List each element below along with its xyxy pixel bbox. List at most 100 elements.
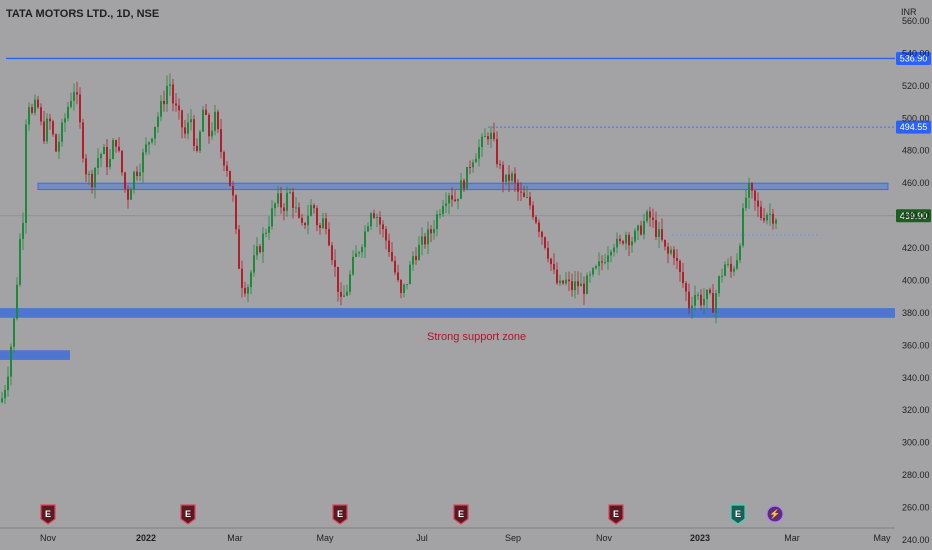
candle-body [256,246,258,256]
candle-body [487,136,489,140]
candle-body [250,272,252,288]
candle-body [604,262,606,264]
candle-body [583,283,585,294]
candle-body [643,221,645,235]
candle-body [769,213,771,215]
candle-body [151,138,153,143]
candle-body [142,152,144,173]
candle-body [202,109,204,132]
candle-body [589,274,591,276]
x-tick-label: May [316,533,334,543]
candle-body [478,146,480,159]
candle-body [736,260,738,269]
candle-body [160,100,162,117]
candle-body [319,225,321,229]
earnings-event-marker[interactable] [332,504,348,525]
candle-body [100,153,102,159]
candle-body [445,203,447,207]
candle-body [547,247,549,259]
y-tick-label: 520.00 [902,81,930,91]
candle-body [352,256,354,275]
candle-body [490,132,492,140]
x-tick-label: 2023 [690,533,710,543]
candle-body [457,198,459,202]
candle-body [730,263,732,272]
earnings-event-marker[interactable] [608,504,624,525]
candle-body [754,190,756,201]
candle-body [613,247,615,252]
candle-body [385,229,387,241]
candle-body [124,172,126,189]
candle-body [265,232,267,234]
candle-body [493,132,495,140]
candle-body [760,206,762,219]
y-tick-label: 360.00 [902,340,930,350]
candle-body [586,275,588,294]
candle-body [127,188,129,200]
earnings-event-marker[interactable] [453,504,469,525]
candle-body [280,193,282,208]
x-tick-label: Jul [416,533,428,543]
candle-body [85,158,87,175]
candle-body [631,241,633,246]
candle-body [244,287,246,294]
candle-body [4,390,6,399]
candle-body [628,234,630,246]
candle-body [574,281,576,291]
candle-body [391,252,393,261]
y-tick-label: 540.00 [902,48,930,58]
candle-body [247,287,249,294]
price-tag [896,120,931,134]
candle-body [532,205,534,217]
candle-body [175,103,177,106]
candle-body [772,213,774,224]
candle-body [649,211,651,218]
lightning-event-marker[interactable] [766,505,784,523]
candle-body [559,280,561,284]
candle-body [505,174,507,182]
candle-body [625,234,627,244]
candle-body [664,239,666,247]
candle-body [682,271,684,284]
candle-body [292,192,294,208]
y-tick-label: 460.00 [902,178,930,188]
event-marker-glyph: E [185,509,191,519]
candle-body [436,214,438,230]
candle-body [763,218,765,221]
y-tick-label: 480.00 [902,146,930,156]
candle-body [307,215,309,226]
price-tag [896,209,931,223]
earnings-event-marker[interactable] [730,504,746,525]
candle-body [556,269,558,284]
candle-body [415,256,417,260]
candle-body [349,274,351,292]
event-marker-glyph: E [45,509,51,519]
candle-body [241,268,243,288]
candle-body [76,92,78,95]
y-tick-label: 560.00 [902,16,930,26]
candle-body [607,255,609,263]
candle-body [523,192,525,197]
price-tag-label: 536.90 [900,53,928,63]
candle-body [439,214,441,216]
candles-layer [1,73,777,404]
x-tick-label: Sep [505,533,521,543]
candle-body [748,183,750,198]
candle-body [55,134,57,152]
candle-body [37,99,39,108]
x-axis[interactable]: Nov 2022 Mar May Jul Sep Nov 2023 Mar May [0,527,895,543]
candle-body [235,195,237,230]
candle-body [28,107,30,125]
earnings-event-marker[interactable] [40,504,56,525]
candle-body [373,213,375,218]
candle-body [157,116,159,127]
candle-body [178,105,180,111]
candle-body [400,280,402,294]
earnings-event-marker[interactable] [180,504,196,525]
support-zone-annotation: Strong support zone [427,331,526,343]
event-marker-glyph: E [337,509,343,519]
candle-body [40,107,42,122]
candle-body [133,171,135,190]
